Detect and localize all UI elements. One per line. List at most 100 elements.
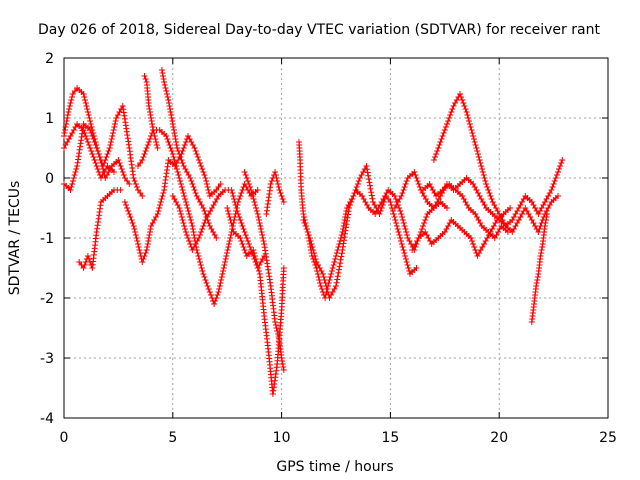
data-point: [420, 223, 426, 229]
series-track-10: [224, 205, 287, 397]
data-point: [154, 145, 161, 151]
data-point: [165, 139, 172, 145]
data-point: [160, 190, 167, 196]
x-tick-label: 5: [168, 430, 177, 446]
data-point: [199, 226, 206, 232]
data-point: [363, 163, 370, 169]
data-point: [268, 178, 275, 184]
data-point: [146, 232, 153, 238]
series-track-19: [420, 181, 511, 241]
data-point: [142, 76, 149, 82]
data-point: [227, 217, 234, 223]
data-point: [504, 229, 511, 235]
data-point: [181, 223, 188, 229]
data-point: [403, 229, 410, 235]
data-point: [433, 151, 440, 157]
data-point: [388, 202, 395, 208]
data-point: [91, 139, 98, 145]
data-point: [164, 136, 171, 142]
data-point: [84, 139, 91, 145]
data-point: [301, 214, 308, 220]
data-point: [111, 169, 117, 175]
data-point: [255, 265, 262, 271]
data-point: [213, 295, 220, 301]
x-tick-label: 20: [490, 430, 508, 446]
data-point: [94, 166, 101, 172]
data-point: [308, 241, 315, 247]
data-point: [243, 235, 250, 241]
data-point: [212, 298, 219, 304]
data-point: [173, 166, 180, 172]
data-point: [228, 220, 235, 226]
data-point: [305, 232, 312, 238]
data-point: [413, 175, 420, 181]
data-point: [229, 190, 236, 196]
data-point: [551, 178, 558, 184]
data-point: [237, 235, 244, 241]
data-point: [300, 211, 307, 217]
series-track-2: [61, 103, 146, 199]
data-point: [131, 178, 138, 184]
data-point: [140, 154, 147, 160]
data-point: [226, 238, 233, 244]
data-point: [306, 235, 313, 241]
data-point: [217, 280, 224, 286]
data-point: [106, 145, 113, 151]
data-point: [143, 145, 150, 151]
data-point: [435, 145, 442, 151]
data-point: [318, 286, 325, 292]
data-point: [195, 235, 202, 241]
data-point: [66, 103, 73, 109]
data-point: [256, 268, 262, 274]
data-point: [211, 301, 218, 307]
data-point: [73, 166, 80, 172]
data-point: [87, 127, 94, 133]
data-point: [460, 100, 467, 106]
data-point: [200, 223, 207, 229]
data-point: [474, 148, 481, 154]
data-point: [260, 238, 267, 244]
data-point: [402, 226, 409, 232]
data-point: [533, 280, 540, 286]
data-point: [183, 202, 190, 208]
data-point: [179, 187, 186, 193]
data-point: [280, 364, 287, 370]
data-point: [259, 235, 266, 241]
data-point: [462, 106, 469, 112]
data-point: [251, 253, 258, 259]
data-point: [142, 250, 149, 256]
data-point: [368, 192, 375, 199]
data-point: [182, 226, 188, 232]
data-point: [338, 250, 345, 257]
data-point: [94, 148, 101, 154]
data-point: [411, 169, 418, 175]
data-point: [399, 217, 406, 223]
data-point: [355, 178, 362, 184]
data-point: [448, 109, 455, 115]
data-point: [327, 274, 334, 280]
data-point: [236, 214, 243, 220]
data-point: [230, 193, 237, 199]
data-point: [180, 190, 187, 196]
data-point: [171, 130, 178, 136]
data-point: [237, 193, 244, 199]
data-point: [476, 157, 483, 163]
data-point: [238, 238, 245, 244]
data-point: [64, 112, 71, 118]
data-point: [344, 214, 351, 221]
data-point: [132, 229, 139, 235]
y-tick-label: 1: [45, 111, 54, 127]
data-point: [351, 190, 358, 196]
data-point: [413, 265, 420, 271]
data-point: [63, 118, 70, 124]
y-tick-label: 0: [45, 171, 54, 187]
data-point: [457, 91, 463, 97]
data-point: [223, 253, 230, 259]
data-point: [83, 103, 90, 109]
data-point: [553, 172, 560, 178]
data-point: [400, 220, 407, 226]
data-point: [132, 181, 139, 187]
data-point: [275, 184, 282, 190]
data-point: [467, 124, 474, 130]
data-point: [177, 178, 184, 184]
